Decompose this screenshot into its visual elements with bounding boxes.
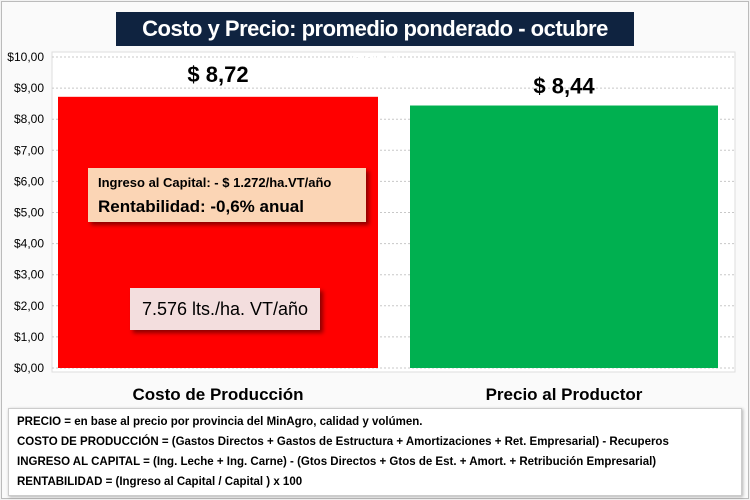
data-label: $ 8,72 bbox=[187, 62, 248, 87]
x-category-label: Precio al Productor bbox=[486, 385, 643, 404]
liters-annotation: 7.576 lts./ha. VT/año bbox=[130, 288, 320, 330]
y-tick-label: $5,00 bbox=[14, 206, 44, 220]
y-tick-label: $10,00 bbox=[7, 50, 44, 64]
y-tick-label: $8,00 bbox=[14, 112, 44, 126]
y-tick-label: $1,00 bbox=[14, 330, 44, 344]
y-tick-label: $7,00 bbox=[14, 143, 44, 157]
rentabilidad-label: Rentabilidad: -0,6% anual bbox=[98, 197, 304, 216]
bar-precio bbox=[410, 105, 718, 369]
chart-title: Costo y Precio: promedio ponderado - oct… bbox=[116, 12, 634, 75]
notes-box: PRECIO = en base al precio por provincia… bbox=[8, 408, 742, 496]
y-tick-label: $6,00 bbox=[14, 174, 44, 188]
x-category-label: Costo de Producción bbox=[133, 385, 304, 404]
data-label: $ 8,44 bbox=[533, 74, 595, 99]
note-rentabilidad: RENTABILIDAD = (Ingreso al Capital / Cap… bbox=[17, 476, 303, 488]
note-costo: COSTO DE PRODUCCIÓN = (Gastos Directos +… bbox=[17, 436, 669, 448]
capital-income-annotation: Ingreso al Capital: - $ 1.272/ha.VT/año … bbox=[88, 168, 366, 222]
y-tick-label: $9,00 bbox=[14, 81, 44, 95]
ingreso-label: Ingreso al Capital: - $ 1.272/ha.VT/año bbox=[98, 175, 332, 190]
note-ingreso: INGRESO AL CAPITAL = (Ing. Leche + Ing. … bbox=[17, 456, 657, 468]
y-tick-label: $0,00 bbox=[14, 361, 44, 375]
y-tick-label: $2,00 bbox=[14, 299, 44, 313]
y-tick-label: $3,00 bbox=[14, 268, 44, 282]
note-precio: PRECIO = en base al precio por provincia… bbox=[17, 416, 423, 428]
y-tick-label: $4,00 bbox=[14, 237, 44, 251]
